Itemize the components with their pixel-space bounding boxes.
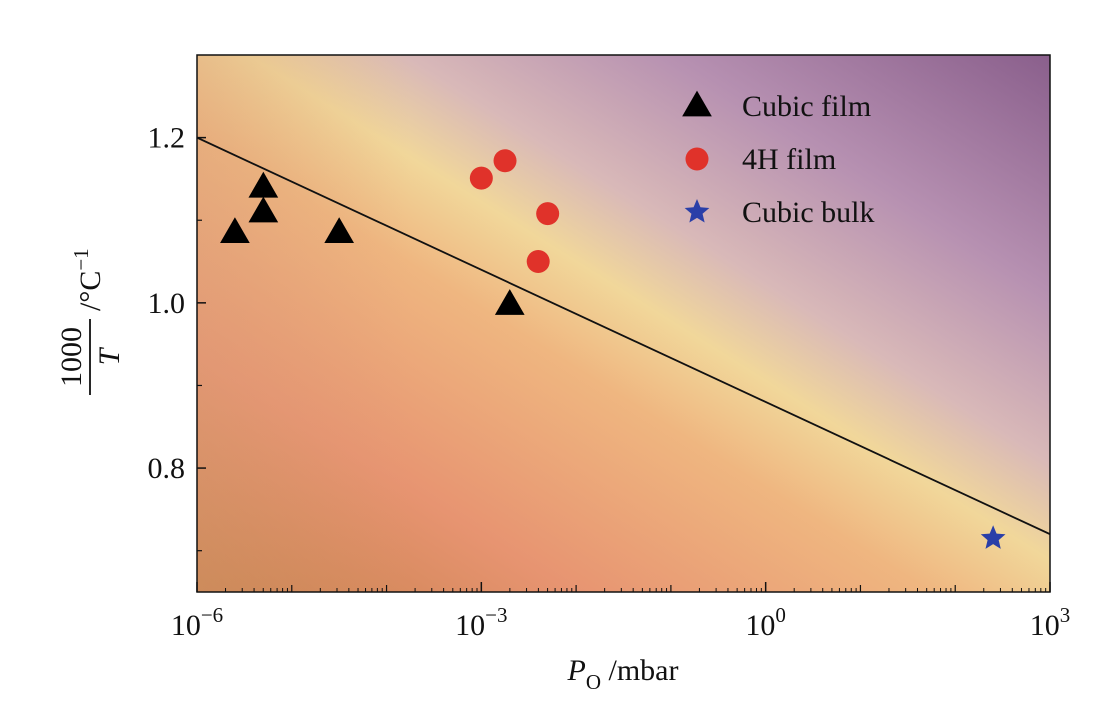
data-point-cubic-film-3 xyxy=(248,171,279,198)
legend-marker-4h-film xyxy=(685,147,709,171)
data-point-4h-film-1 xyxy=(469,166,493,190)
x-tick-label: 103 xyxy=(1030,603,1071,642)
legend-marker-cubic-film xyxy=(682,90,712,117)
data-point-4h-film-4 xyxy=(526,250,550,274)
x-tick-label: 10−6 xyxy=(171,603,223,642)
data-point-4h-film-2 xyxy=(493,149,517,173)
legend-label-4h-film: 4H film xyxy=(742,143,836,176)
x-axis-title-sub: O xyxy=(586,670,601,694)
legend: Cubic film 4H film Cubic bulk xyxy=(682,90,875,229)
y-axis-title-sup: −1 xyxy=(69,248,93,270)
data-point-cubic-film-5 xyxy=(494,289,525,315)
legend-label-cubic-film: Cubic film xyxy=(742,90,871,123)
y-axis-title-denominator: T xyxy=(93,346,126,365)
x-tick-label: 10−3 xyxy=(455,603,507,642)
plot-background-fade xyxy=(197,55,1050,592)
data-point-4h-film-3 xyxy=(536,202,560,226)
x-axis-title-unit: /mbar xyxy=(601,654,678,687)
y-tick-label: 0.8 xyxy=(148,452,186,485)
plot-area xyxy=(196,54,1051,593)
y-axis-title: 1000 T /°C−1 xyxy=(55,248,126,395)
x-axis-title-var: P xyxy=(567,654,586,687)
y-tick-label: 1.2 xyxy=(148,122,186,155)
legend-marker-cubic-bulk xyxy=(684,199,710,223)
plot-frame xyxy=(196,54,1051,593)
data-point-cubic-film-4 xyxy=(324,217,355,244)
y-axis-title-unit: /°C xyxy=(74,271,107,311)
svg-text:PO /mbar: PO /mbar xyxy=(567,654,679,694)
data-point-cubic-film-1 xyxy=(220,217,250,244)
y-tick-label: 1.0 xyxy=(148,287,186,320)
svg-text:/°C−1: /°C−1 xyxy=(69,248,107,311)
data-point-cubic-film-2 xyxy=(248,196,279,223)
x-tick-label: 100 xyxy=(745,603,786,642)
legend-label-cubic-bulk: Cubic bulk xyxy=(742,196,875,229)
phase-boundary-line xyxy=(197,136,1050,535)
x-axis-title: PO /mbar xyxy=(567,654,679,694)
data-point-cubic-bulk-1 xyxy=(980,525,1006,549)
y-axis-title-numerator: 1000 xyxy=(55,327,88,387)
